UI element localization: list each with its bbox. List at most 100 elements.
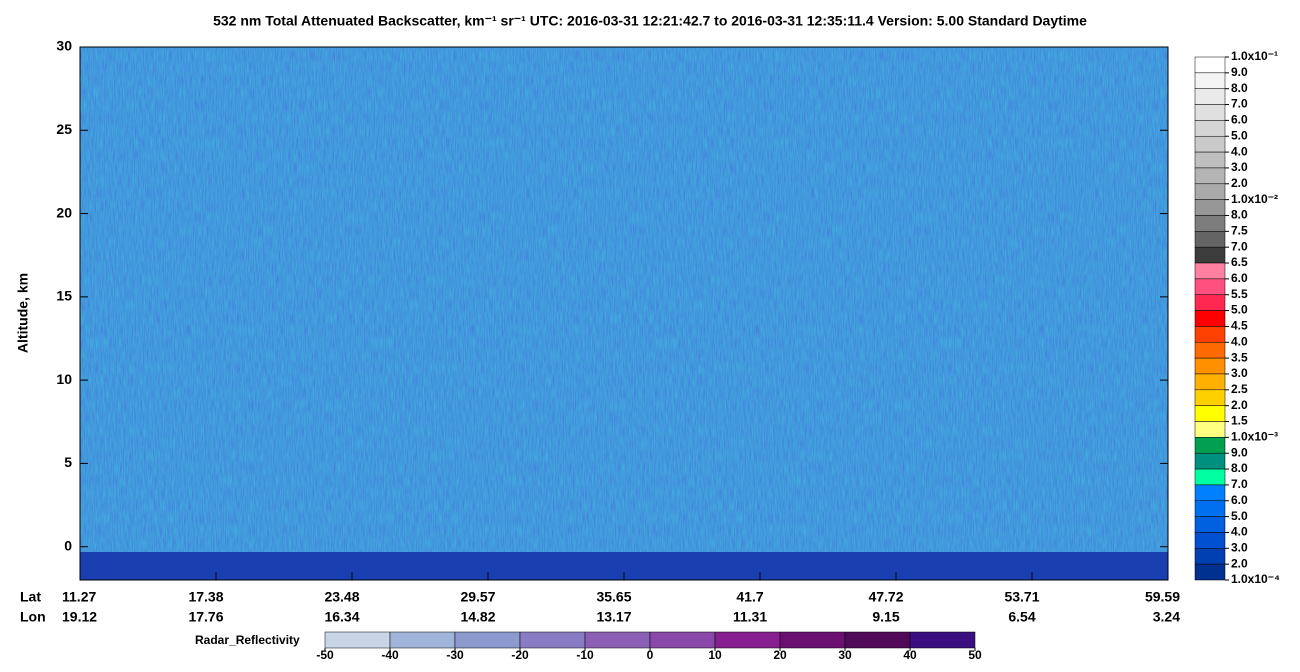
- colorbar-box: [1194, 294, 1226, 311]
- colorbar-box: [1194, 246, 1226, 264]
- radar-tick-label: -20: [511, 648, 529, 662]
- radar-colorbar-box: [389, 631, 456, 649]
- colorbar-box: [1194, 452, 1226, 470]
- colorbar-label: 1.5: [1231, 414, 1248, 428]
- colorbar-box: [1194, 183, 1226, 200]
- colorbar-label: 2.0: [1231, 398, 1248, 412]
- lat-tick-label: 35.65: [596, 589, 631, 605]
- lon-label: Lon: [20, 609, 46, 625]
- y-tick-label: 15: [56, 288, 72, 304]
- colorbar-box: [1194, 405, 1226, 422]
- lon-tick-label: 6.54: [1008, 609, 1035, 625]
- colorbar-box: [1194, 135, 1226, 153]
- lat-tick-label: 59.59: [1145, 589, 1180, 605]
- colorbar-label: 6.0: [1231, 493, 1248, 507]
- lat-tick-label: 41.7: [736, 589, 763, 605]
- radar-colorbar-box: [584, 631, 651, 649]
- colorbar-box: [1194, 151, 1226, 169]
- colorbar-label: 3.5: [1231, 350, 1248, 364]
- colorbar-box: [1194, 468, 1226, 486]
- radar-tick-label: 20: [773, 648, 787, 662]
- radar-tick-label: 0: [647, 648, 654, 662]
- colorbar-box: [1194, 231, 1226, 248]
- lon-tick-label: 11.31: [733, 609, 767, 625]
- radar-tick-label: 40: [903, 648, 917, 662]
- colorbar-label: 9.0: [1231, 65, 1248, 79]
- lat-tick-label: 23.48: [324, 589, 359, 605]
- lat-tick-label: 17.38: [188, 589, 223, 605]
- colorbar-label: 7.5: [1231, 224, 1248, 238]
- colorbar-label: 7.0: [1231, 97, 1248, 111]
- colorbar-box: [1194, 104, 1226, 121]
- colorbar-box: [1194, 262, 1226, 280]
- lon-tick-label: 14.82: [460, 609, 495, 625]
- lat-tick-label: 53.71: [1004, 589, 1039, 605]
- colorbar-box: [1194, 389, 1226, 406]
- radar-colorbar-box: [909, 631, 976, 649]
- radar-tick-label: -30: [446, 648, 464, 662]
- colorbar-label: 5.0: [1231, 128, 1248, 142]
- colorbar-label: 9.0: [1231, 445, 1248, 459]
- radar-tick-label: 30: [838, 648, 852, 662]
- colorbar-label: 3.0: [1231, 540, 1248, 554]
- radar-colorbar-box: [454, 631, 521, 649]
- colorbar-box: [1194, 548, 1226, 565]
- colorbar-box: [1194, 437, 1226, 454]
- colorbar-box: [1194, 120, 1226, 137]
- colorbar-box: [1194, 326, 1226, 343]
- colorbar-label: 4.0: [1231, 334, 1248, 348]
- colorbar-box: [1194, 56, 1226, 74]
- colorbar-label: 7.0: [1231, 239, 1248, 253]
- radar-tick-label: -10: [576, 648, 594, 662]
- colorbar-label: 4.0: [1231, 525, 1248, 539]
- radar-tick-label: -40: [381, 648, 399, 662]
- radar-tick-label: 10: [708, 648, 722, 662]
- colorbar-box: [1194, 563, 1226, 581]
- colorbar-box: [1194, 278, 1226, 295]
- colorbar-box: [1194, 373, 1226, 391]
- colorbar-label: 1.0x10⁻³: [1231, 430, 1278, 444]
- colorbar-box: [1194, 215, 1226, 232]
- lon-tick-label: 17.76: [188, 609, 223, 625]
- colorbar-label: 5.0: [1231, 303, 1248, 317]
- lat-tick-label: 11.27: [62, 589, 96, 605]
- colorbar-box: [1194, 310, 1226, 327]
- colorbar-box: [1194, 516, 1226, 533]
- colorbar-label: 2.0: [1231, 556, 1248, 570]
- colorbar-label: 1.0x10⁻²: [1231, 192, 1278, 206]
- colorbar-label: 4.0: [1231, 144, 1248, 158]
- colorbar-label: 8.0: [1231, 81, 1248, 95]
- colorbar-box: [1194, 500, 1226, 517]
- colorbar-label: 3.0: [1231, 366, 1248, 380]
- lon-tick-label: 13.17: [596, 609, 631, 625]
- lon-tick-label: 9.15: [872, 609, 899, 625]
- colorbar-label: 1.0x10⁻¹: [1231, 49, 1278, 63]
- colorbar-box: [1194, 167, 1226, 185]
- y-tick-label: 30: [56, 38, 72, 54]
- colorbar-label: 2.5: [1231, 382, 1248, 396]
- colorbar-box: [1194, 357, 1226, 375]
- colorbar-box: [1194, 421, 1226, 438]
- plot-texture: [80, 47, 1168, 580]
- colorbar-box: [1194, 532, 1226, 549]
- radar-label: Radar_Reflectivity: [195, 633, 300, 647]
- colorbar-label: 5.0: [1231, 509, 1248, 523]
- colorbar-label: 2.0: [1231, 176, 1248, 190]
- y-tick-label: 5: [64, 454, 72, 470]
- colorbar-box: [1194, 484, 1226, 502]
- colorbar-label: 7.0: [1231, 477, 1248, 491]
- colorbar-label: 6.0: [1231, 113, 1248, 127]
- lon-tick-label: 19.12: [62, 609, 97, 625]
- colorbar-label: 6.0: [1231, 271, 1248, 285]
- colorbar-box: [1194, 72, 1226, 89]
- chart-title: 532 nm Total Attenuated Backscatter, km⁻…: [213, 13, 1087, 29]
- colorbar-label: 5.5: [1231, 287, 1248, 301]
- radar-colorbar-box: [779, 631, 846, 649]
- colorbar-box: [1194, 342, 1226, 359]
- colorbar-label: 8.0: [1231, 461, 1248, 475]
- radar-colorbar-box: [844, 631, 911, 649]
- lat-tick-label: 47.72: [868, 589, 903, 605]
- colorbar-label: 4.5: [1231, 319, 1248, 333]
- colorbar-label: 3.0: [1231, 160, 1248, 174]
